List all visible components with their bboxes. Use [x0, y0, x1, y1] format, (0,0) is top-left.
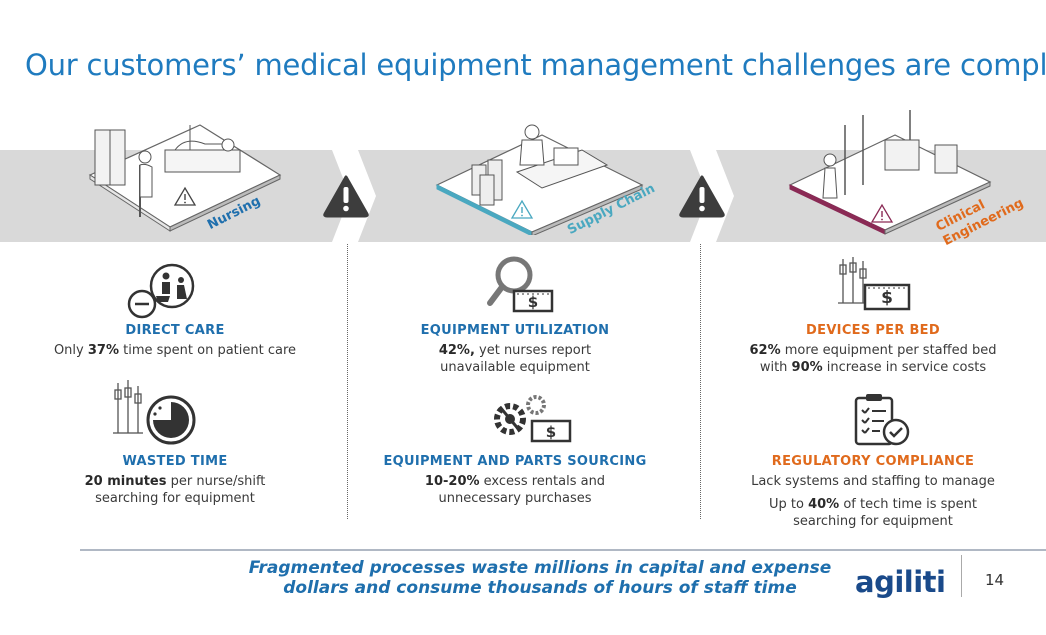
equipment-utilization-text: 42%, yet nurses report unavailable equipm… [438, 343, 592, 375]
equipment-utilization-block: EQUIPMENT UTILIZATION 42%, yet nurses re… [360, 323, 670, 376]
devices-per-bed-heading: DEVICES PER BED [806, 323, 940, 338]
wasted-time-block: WASTED TIME 20 minutes per nurse/shift se… [20, 454, 330, 507]
equipment-sourcing-text: 10-20% excess rentals and unnecessary pur… [424, 474, 606, 506]
direct-care-heading: DIRECT CARE [125, 323, 225, 338]
dollar-sign: $ [881, 288, 893, 308]
equipment-sourcing-heading: EQUIPMENT AND PARTS SOURCING [383, 454, 647, 469]
footer-separator [961, 555, 962, 597]
regulatory-compliance-heading: REGULATORY COMPLIANCE [771, 454, 975, 469]
footer-line-1: Fragmented processes waste millions in c… [248, 558, 832, 578]
wasted-time-icon [113, 380, 196, 445]
column-divider [700, 244, 701, 519]
magnifier-dollar-icon: $ [487, 256, 554, 313]
footer-divider [80, 549, 1046, 551]
regulatory-compliance-block: REGULATORY COMPLIANCE Lack systems and s… [718, 454, 1028, 530]
devices-per-bed-text: 62% more equipment per staffed bed with 9… [749, 343, 997, 375]
footer-summary: Fragmented processes waste millions in c… [190, 558, 890, 598]
column-divider [347, 244, 348, 519]
equipment-sourcing-block: EQUIPMENT AND PARTS SOURCING 10-20% exce… [360, 454, 670, 507]
equipment-utilization-heading: EQUIPMENT UTILIZATION [420, 323, 610, 338]
gears-dollar-icon: $ [494, 395, 572, 443]
warning-icon [679, 175, 725, 218]
dollar-sign: $ [546, 423, 556, 441]
direct-care-block: DIRECT CARE Only 37% time spent on patie… [20, 323, 330, 359]
page-number: 14 [985, 571, 1005, 589]
wasted-time-heading: WASTED TIME [122, 454, 228, 469]
footer-line-2: dollars and consume thousands of hours o… [283, 578, 797, 598]
clinical-engineering-scene-illustration [788, 110, 992, 235]
nursing-scene-illustration [88, 124, 282, 232]
agiliti-logo: agiliti [855, 565, 946, 599]
direct-care-text: Only 37% time spent on patient care [53, 343, 297, 358]
warning-icon [323, 175, 369, 218]
regulatory-compliance-text: Up to 40% of tech time is spent searching… [768, 497, 977, 529]
devices-per-bed-block: DEVICES PER BED 62% more equipment per s… [718, 323, 1028, 376]
page-title: Our customers’ medical equipment managem… [25, 48, 1046, 82]
checklist-icon [854, 394, 910, 446]
direct-care-icon [127, 263, 195, 319]
dollar-sign: $ [528, 293, 538, 311]
regulatory-compliance-line1: Lack systems and staffing to manage [751, 474, 995, 489]
supply-chain-scene-illustration [435, 124, 644, 235]
devices-dollar-icon: $ [838, 257, 911, 311]
wasted-time-text: 20 minutes per nurse/shift searching for … [84, 474, 266, 506]
